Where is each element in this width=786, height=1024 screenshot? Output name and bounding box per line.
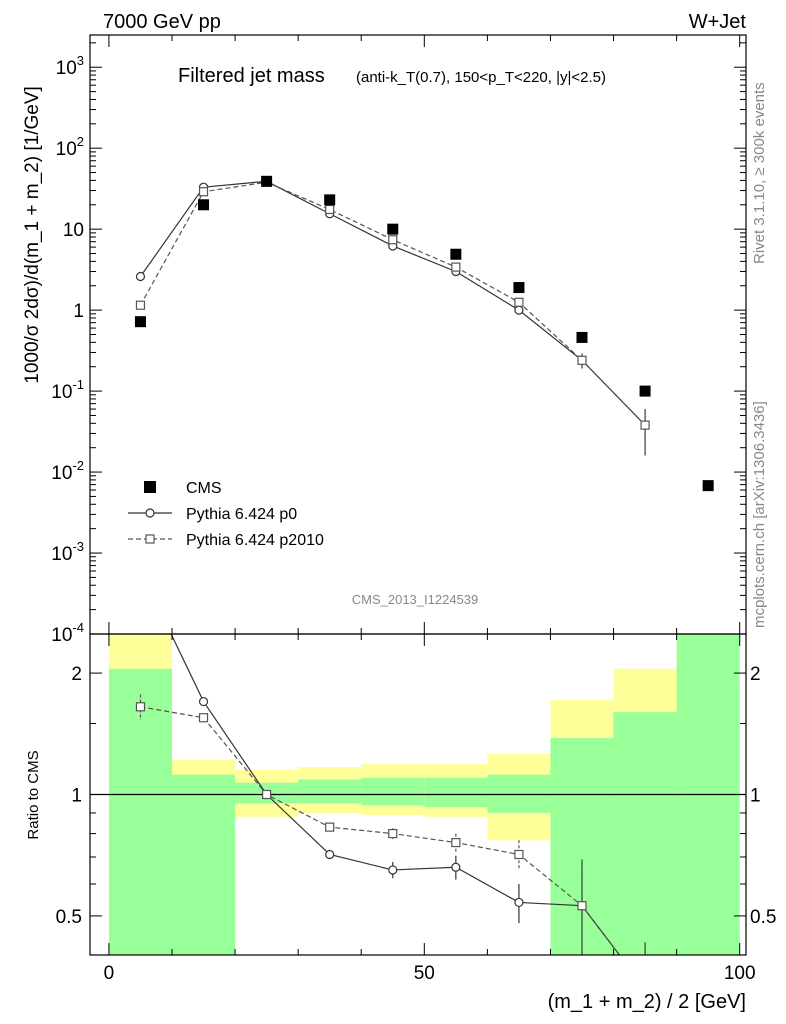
legend: CMS Pythia 6.424 p0 Pythia 6.424 p2010	[128, 480, 324, 549]
ratio-mc-point-1-1	[198, 713, 209, 723]
chart-marks	[90, 175, 746, 955]
main-ytick-label-7: 103	[56, 53, 84, 79]
side-label-mcplots: mcplots.cern.ch [arXiv:1306.3436]	[751, 401, 768, 628]
legend-label-0: CMS	[186, 480, 222, 497]
cms-point-4	[387, 223, 399, 235]
ratio-mc-point-0-4	[388, 865, 398, 875]
ratio-mc-point-1-2	[262, 789, 272, 800]
main-mc-point-2-1	[198, 187, 209, 197]
main-mc-line-2	[139, 181, 646, 426]
ratio-mc-point-1-0	[135, 702, 146, 712]
legend-marker-0	[144, 481, 156, 493]
main-mc-point-2-0	[135, 300, 146, 310]
cms-point-1	[198, 199, 210, 211]
main-mc-point-2-4	[388, 235, 398, 245]
legend-label-1: Pythia 6.424 p0	[186, 506, 297, 523]
x-tick-label-2: 100	[724, 963, 756, 984]
ratio-uncertainty-bands	[108, 634, 740, 955]
main-title: Filtered jet mass	[178, 65, 325, 87]
main-ytick-label-0: 10-4	[51, 620, 84, 646]
main-mc-point-1-6	[514, 305, 524, 315]
ratio-ytick-label-right-2: 2	[750, 664, 761, 685]
main-mc-point-2-8	[640, 420, 650, 430]
x-tick-label-1: 50	[414, 963, 435, 984]
cms-point-3	[324, 194, 336, 206]
ratio-mc-point-0-0	[136, 566, 144, 574]
main-ytick-label-3: 10-1	[51, 377, 84, 403]
main-mc-point-2-5	[451, 262, 461, 272]
side-label-rivet: Rivet 3.1.10, ≥ 300k events	[751, 82, 768, 264]
cms-point-0	[134, 316, 146, 328]
main-panel-marks	[134, 175, 714, 492]
ratio-mc-point-0-3	[325, 849, 335, 860]
ratio-mc-point-0-6	[514, 897, 524, 908]
ratio-ytick-label-0: 0.5	[56, 907, 82, 928]
cms-point-6	[513, 282, 525, 294]
ratio-mc-point-1-7	[577, 901, 587, 911]
legend-label-2: Pythia 6.424 p2010	[186, 532, 324, 549]
cms-point-7	[576, 331, 588, 343]
ratio-ytick-label-2: 2	[71, 664, 82, 685]
x-axis-label: (m_1 + m_2) / 2 [GeV]	[548, 991, 746, 1013]
main-mc-point-2-7	[577, 355, 587, 365]
main-mc-point-1-0	[135, 271, 146, 282]
ratio-mc-point-1-3	[325, 822, 335, 832]
main-ytick-label-5: 10	[63, 220, 84, 241]
ratio-panel-marks	[90, 566, 746, 955]
band-green-3	[298, 779, 362, 804]
main-mc-point-2-6	[514, 297, 524, 307]
main-mc-line-1	[139, 180, 646, 426]
watermark: CMS_2013_I1224539	[352, 592, 479, 607]
main-ytick-label-4: 1	[73, 301, 84, 322]
main-mc-point-2-3	[325, 204, 335, 215]
chart-axes: 10-4 10-3 10-2 10-1 1 10 102 103 0 50 100 0.5 0.5 1 1 2…	[51, 34, 776, 984]
main-y-axis-label: 1000/σ 2dσ)/d(m_1 + m_2) [1/GeV]	[22, 86, 43, 384]
legend-marker-1	[145, 508, 155, 518]
main-ytick-label-1: 10-3	[51, 539, 84, 565]
ratio-mc-point-1-5	[451, 837, 461, 848]
cms-point-9	[702, 480, 714, 492]
main-ytick-label-6: 102	[56, 134, 84, 160]
band-green-5	[424, 777, 488, 808]
cms-point-8	[639, 385, 651, 397]
cms-point-5	[450, 248, 462, 260]
ratio-ytick-label-right-0: 0.5	[750, 907, 776, 928]
ratio-mc-point-0-5	[451, 862, 461, 872]
header-right: W+Jet	[689, 11, 747, 33]
x-tick-label-0: 0	[104, 963, 115, 984]
ratio-mc-point-0-1	[198, 696, 209, 707]
main-ytick-label-2: 10-2	[51, 458, 84, 484]
ratio-ytick-label-1: 1	[71, 786, 82, 807]
ratio-y-axis-label: Ratio to CMS	[25, 750, 42, 839]
band-green-8	[613, 712, 677, 955]
main-subtitle: (anti-k_T(0.7), 150<p_T<220, |y|<2.5)	[356, 69, 606, 86]
header-left: 7000 GeV pp	[103, 11, 221, 33]
band-green-1	[172, 774, 236, 955]
ratio-ytick-label-right-1: 1	[750, 786, 761, 807]
ratio-mc-point-1-6	[514, 849, 524, 860]
band-green-4	[361, 777, 425, 806]
ratio-mc-point-1-4	[388, 828, 398, 839]
cms-point-2	[261, 175, 273, 187]
legend-marker-2	[145, 534, 155, 544]
band-green-6	[487, 774, 551, 813]
